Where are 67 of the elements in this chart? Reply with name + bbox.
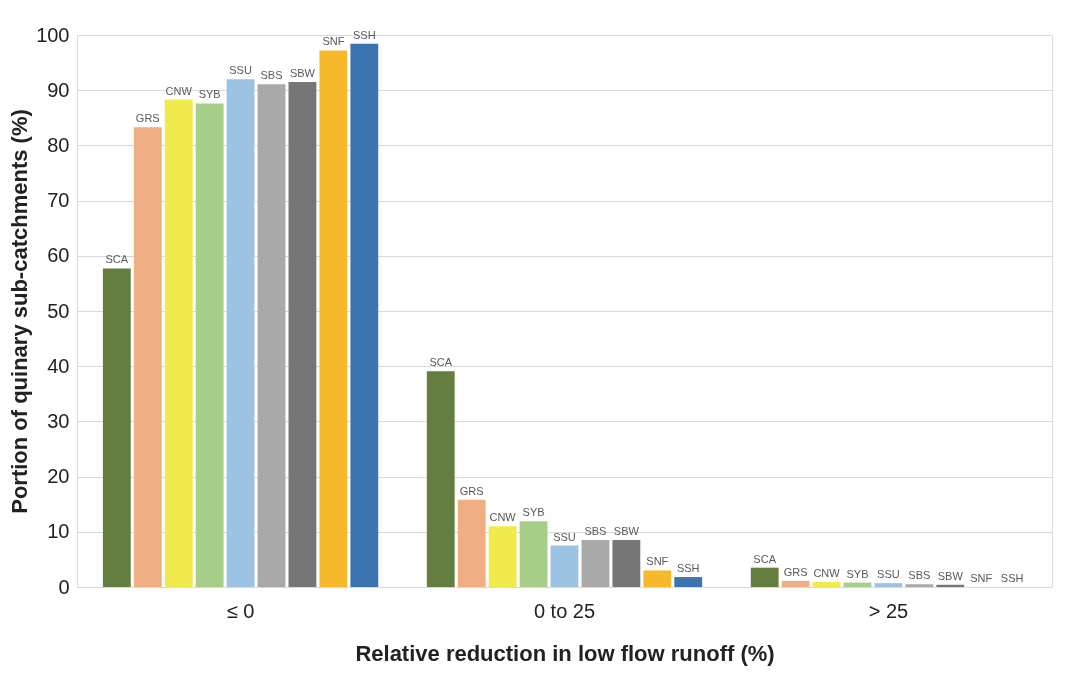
series-label: SSU [229,64,252,77]
bar [519,521,548,587]
y-tick-label: 40 [47,354,70,377]
text: SCA [753,552,776,565]
bar [612,540,641,587]
text: GRS [459,484,484,497]
bar [643,570,672,587]
y-tick-label: 90 [47,78,70,101]
text: SBW [613,525,639,538]
text: SBW [937,569,963,582]
bar [195,103,224,587]
text: SYB [846,567,869,580]
bar [781,580,810,587]
series-label: SYB [198,88,221,101]
text: SSH [1000,572,1024,584]
text: SSU [877,568,900,581]
bar [288,81,317,587]
bar [164,99,193,587]
bar [874,583,903,587]
x-tick-label: 0 to 25 [533,599,596,622]
y-tick-label: 60 [47,244,70,267]
y-tick-label: 20 [47,465,70,488]
x-axis-title: Relative reduction in low flow runoff (%) [355,640,775,666]
y-tick-label: 0 [58,575,70,598]
series-label: SBS [260,69,283,82]
series-label: GRS [135,112,160,125]
bar [133,127,162,587]
bar [581,540,610,587]
bar [936,584,965,587]
bar [226,79,255,587]
text: SBS [908,569,931,582]
bar [102,268,131,587]
text: SBS [584,525,607,538]
text: SCA [429,356,453,369]
bar [350,43,379,587]
y-tick-label: 80 [47,133,70,156]
y-tick-label: 10 [47,520,70,543]
text: SNF [970,572,993,584]
x-tick-label: > 25 [868,599,909,622]
series-label: SNF [322,35,345,48]
bar [550,545,579,587]
bar [905,584,934,587]
series-label: SSH [353,28,376,41]
text: SYB [522,506,545,519]
bar [426,371,455,587]
bar [812,582,841,587]
text: CNW [489,511,516,524]
bar [750,567,779,587]
bar [488,526,517,587]
bar [674,577,703,587]
y-axis-title: Portion of quinary sub-catchments (%) [7,109,33,514]
text: CNW [813,567,840,580]
y-tick-label: 100 [36,23,70,46]
text: SNF [646,555,669,568]
series-label: CNW [165,84,193,97]
bar [319,50,348,587]
x-tick-label: ≤ 0 [226,599,255,622]
text: SSU [553,530,576,543]
y-tick-label: 30 [47,409,70,432]
y-tick-label: 70 [47,189,70,212]
bar [257,84,286,587]
series-label: SCA [105,253,129,266]
text: SSH [676,562,700,575]
series-label: SBW [289,66,316,79]
y-tick-label: 50 [47,299,70,322]
text: GRS [783,565,808,578]
bar [457,499,486,587]
